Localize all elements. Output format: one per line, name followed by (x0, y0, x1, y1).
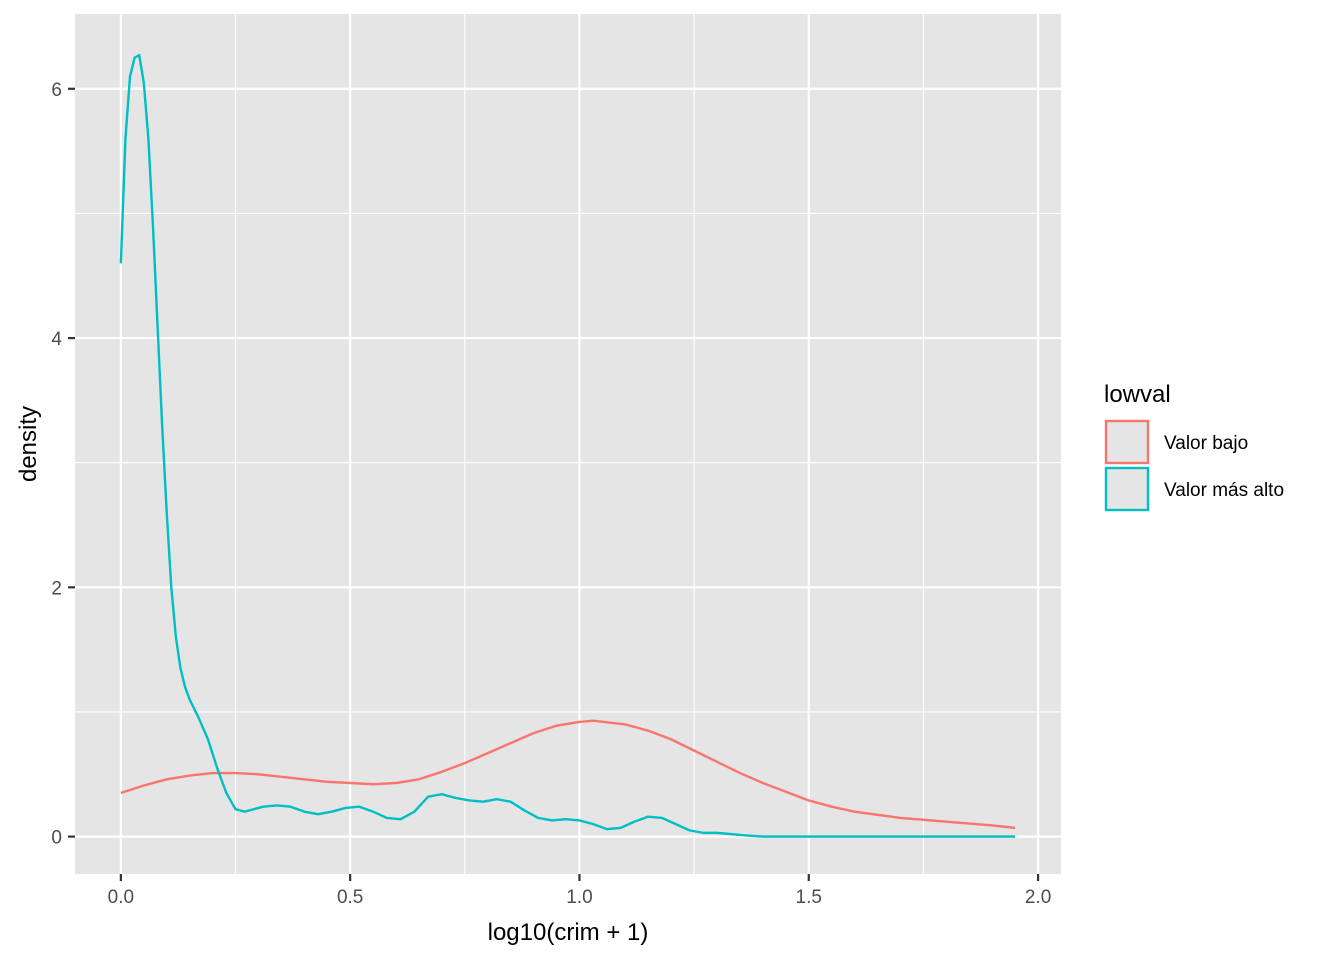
x-axis: 0.0 0.5 1.0 1.5 2.0 (108, 874, 1051, 908)
series-line-valor-bajo (120, 719, 1016, 830)
x-axis-title: log10(crim + 1) (488, 919, 649, 946)
x-tick-label: 2.0 (1025, 887, 1051, 908)
series-line-valor-mas-alto (119, 53, 1016, 838)
y-tick-label: 6 (51, 80, 62, 101)
y-tick-label: 2 (51, 578, 62, 599)
legend: lowval Valor bajo Valor más alto (1104, 381, 1284, 512)
legend-item-valor-bajo: Valor bajo (1104, 419, 1248, 465)
legend-item-valor-mas-alto: Valor más alto (1104, 466, 1284, 512)
legend-key-valor-mas-alto (1104, 466, 1150, 512)
y-axis: 0 2 4 6 (51, 80, 75, 849)
x-tick-label: 0.0 (108, 887, 134, 908)
y-axis-title: density (15, 406, 42, 482)
x-tick-label: 0.5 (337, 887, 363, 908)
legend-label-valor-mas-alto: Valor más alto (1164, 480, 1284, 501)
minor-grid (75, 14, 1061, 874)
legend-title: lowval (1104, 381, 1171, 408)
series-layer (119, 53, 1016, 838)
x-tick-label: 1.5 (796, 887, 822, 908)
legend-key-valor-bajo (1104, 419, 1150, 465)
x-tick-label: 1.0 (566, 887, 592, 908)
y-tick-label: 0 (51, 828, 62, 849)
plot-panel (75, 14, 1061, 874)
legend-label-valor-bajo: Valor bajo (1164, 433, 1248, 454)
y-tick-label: 4 (51, 329, 62, 350)
